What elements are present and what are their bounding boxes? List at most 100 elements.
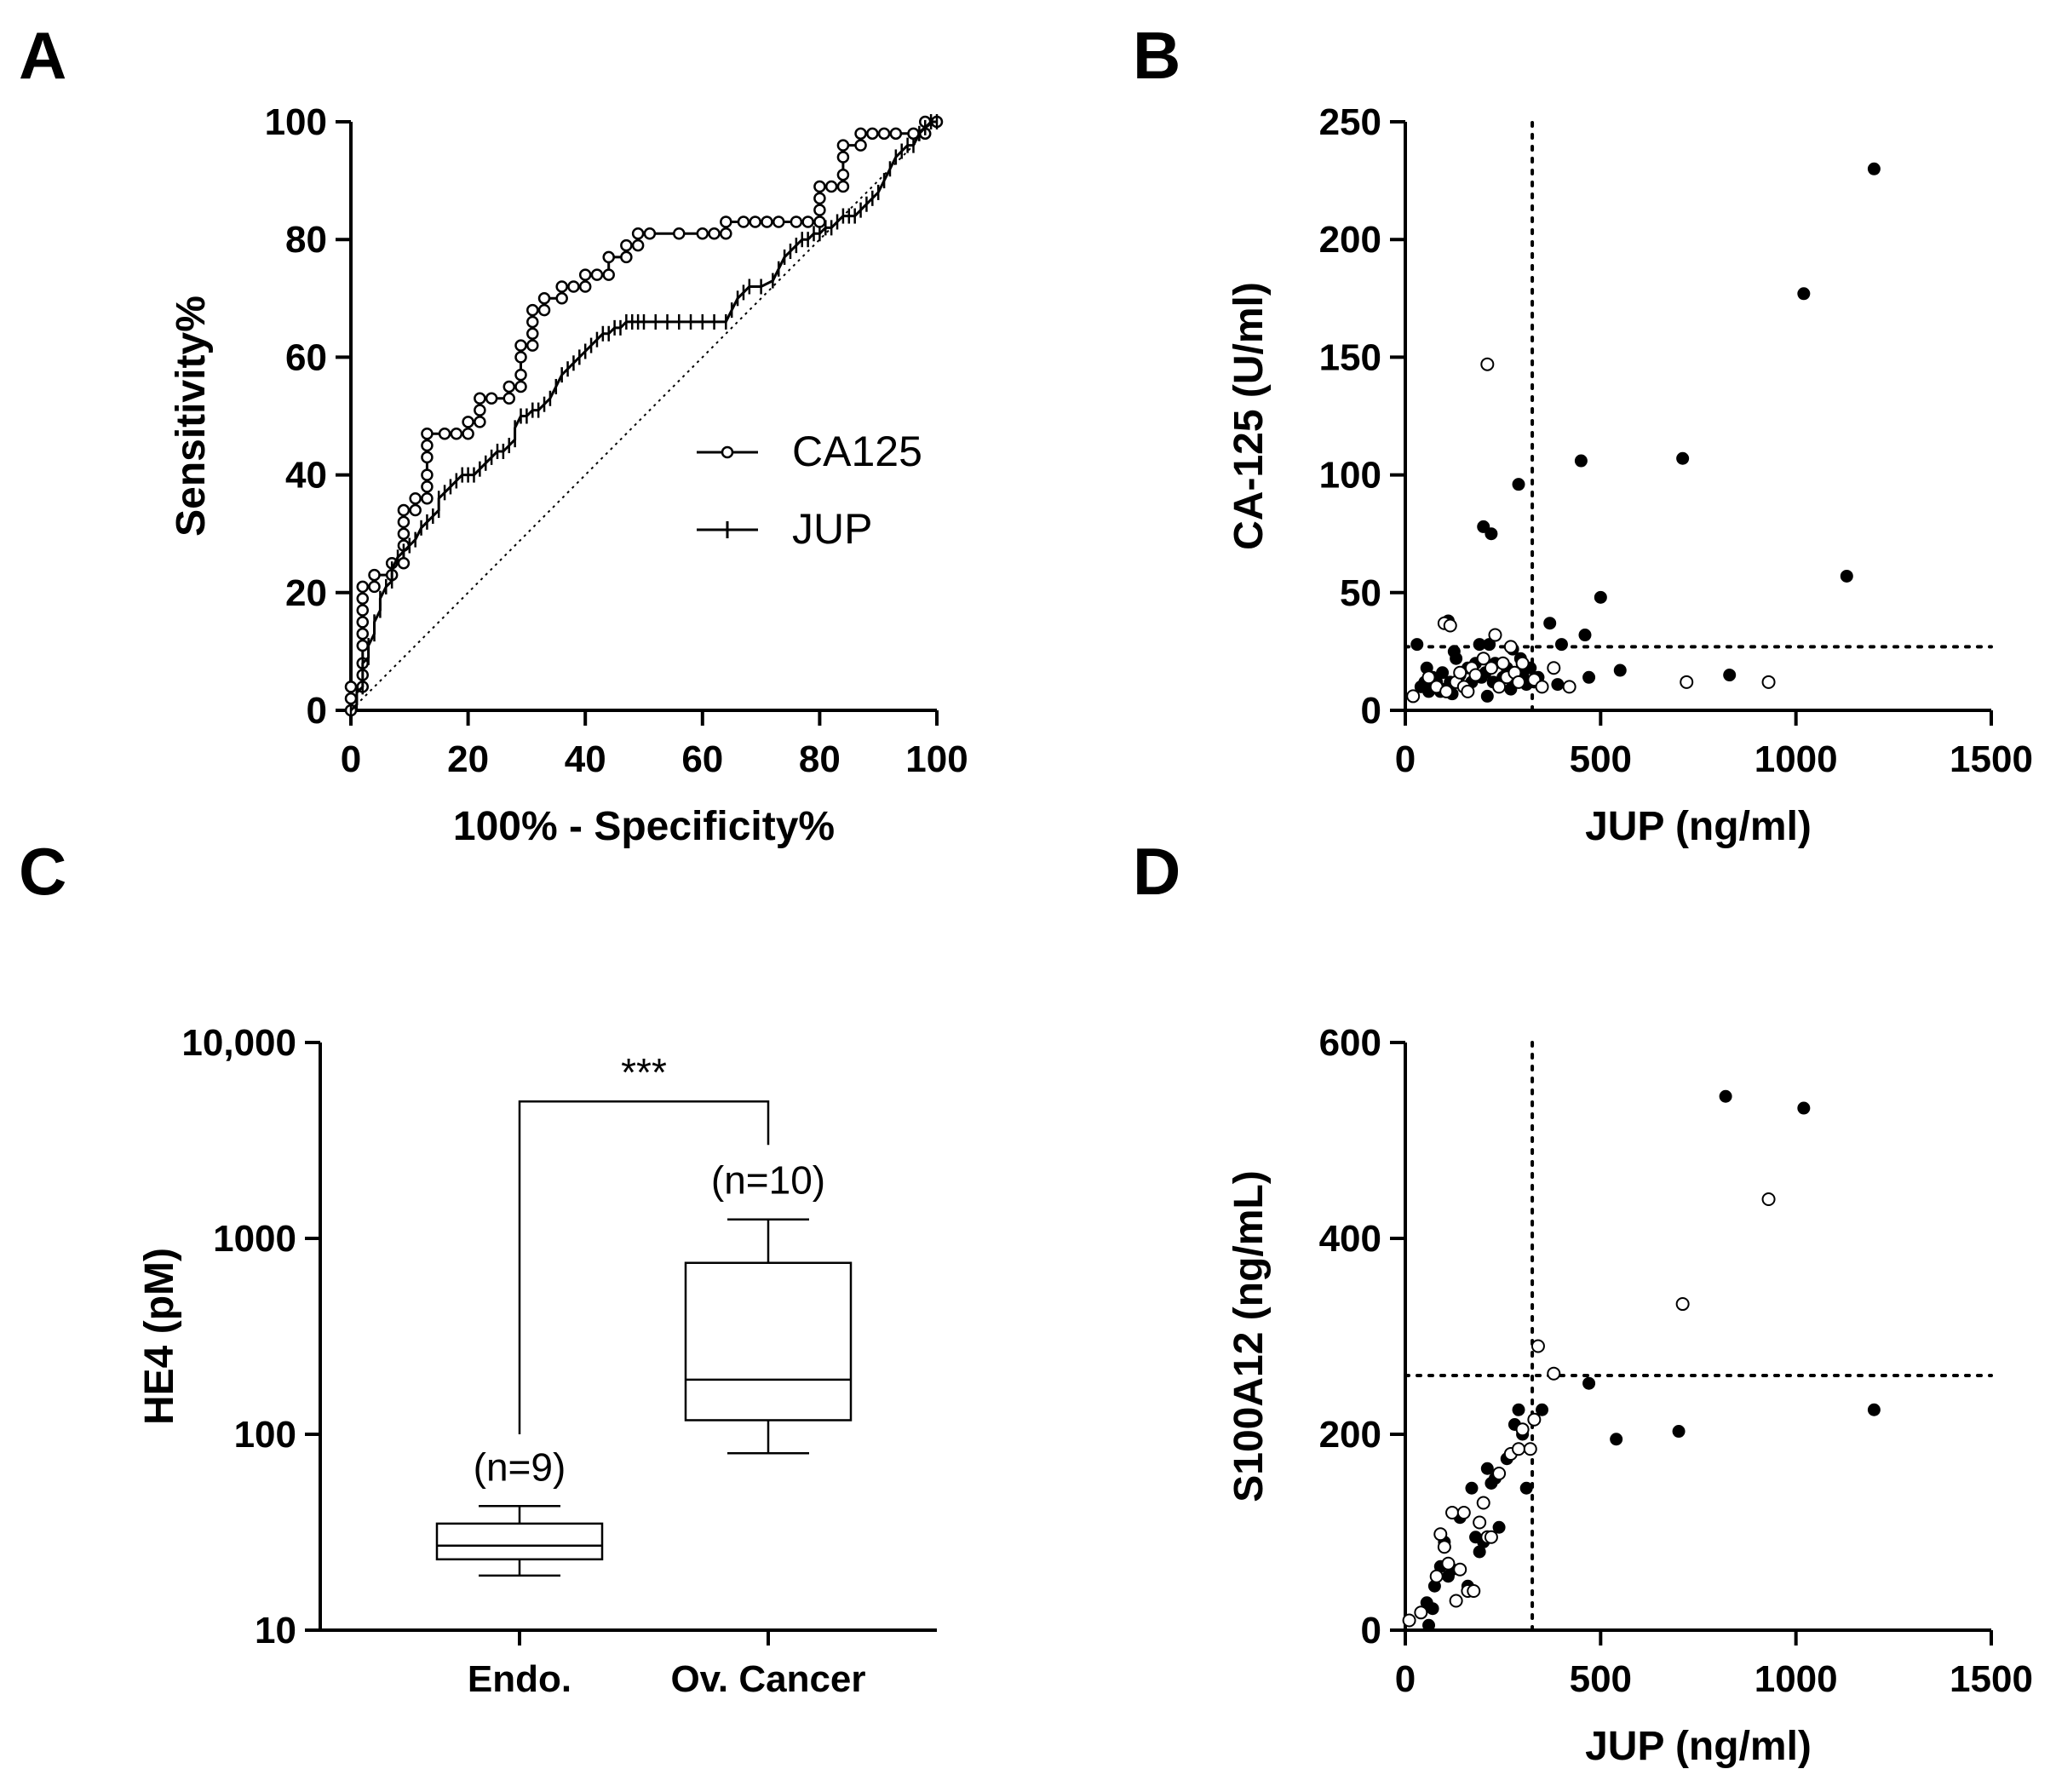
legend-label-ca125: CA125 bbox=[792, 428, 922, 475]
data-point-ca125 bbox=[537, 303, 551, 317]
data-point-open bbox=[1515, 1422, 1530, 1437]
data-point-ca125 bbox=[485, 392, 498, 405]
data-point-filled bbox=[1512, 478, 1525, 491]
data-point-ca125 bbox=[514, 339, 527, 352]
y-tick-label: 0 bbox=[1361, 1610, 1381, 1651]
data-point-filled bbox=[1480, 1462, 1494, 1475]
y-tick-label: 10 bbox=[255, 1610, 296, 1651]
data-point-open bbox=[1515, 656, 1530, 670]
data-point-ca125 bbox=[368, 580, 381, 594]
data-point-filled bbox=[1422, 1618, 1436, 1632]
data-point-filled bbox=[1480, 689, 1494, 703]
y-tick-label: 10,000 bbox=[181, 1022, 296, 1064]
data-point-ca125 bbox=[368, 568, 381, 582]
data-point-open bbox=[1484, 1530, 1498, 1544]
data-point-filled bbox=[1676, 451, 1690, 465]
data-point-open bbox=[1535, 680, 1549, 694]
data-point-filled bbox=[1723, 669, 1737, 682]
data-point-open bbox=[1547, 661, 1561, 675]
data-point-filled bbox=[1492, 1520, 1506, 1534]
data-point-ca125 bbox=[720, 227, 732, 240]
data-point-open bbox=[1476, 1496, 1490, 1510]
x-tick-label: 1500 bbox=[1950, 1658, 2033, 1700]
data-point-open bbox=[1449, 1594, 1463, 1608]
data-point-open bbox=[1512, 1442, 1526, 1456]
y-tick-label: 50 bbox=[1340, 572, 1381, 614]
data-point-ca125 bbox=[526, 339, 539, 352]
data-point-ca125 bbox=[602, 268, 615, 281]
data-point-ca125 bbox=[356, 604, 370, 617]
data-point-open bbox=[1456, 1506, 1471, 1519]
data-point-ca125 bbox=[438, 427, 451, 440]
data-point-ca125 bbox=[526, 315, 539, 329]
data-point-ca125 bbox=[813, 180, 826, 193]
data-point-ca125 bbox=[421, 491, 434, 505]
data-point-ca125 bbox=[696, 227, 709, 240]
data-point-filled bbox=[1582, 1376, 1596, 1390]
data-point-open bbox=[1512, 675, 1526, 689]
data-point-open bbox=[1437, 1540, 1451, 1554]
data-point-ca125 bbox=[813, 192, 826, 205]
iqr-box bbox=[435, 1522, 604, 1561]
data-point-ca125 bbox=[462, 416, 474, 428]
data-point-ca125 bbox=[397, 557, 411, 570]
data-point-ca125 bbox=[397, 515, 411, 529]
data-point-open bbox=[1496, 656, 1510, 670]
significance-stars: *** bbox=[621, 1050, 667, 1094]
data-point-ca125 bbox=[421, 480, 434, 493]
y-axis-label: Sensitivity% bbox=[169, 296, 214, 537]
box-ov-cancer bbox=[684, 1218, 853, 1455]
data-point-open bbox=[1527, 1412, 1542, 1427]
x-tick-label: 500 bbox=[1570, 738, 1632, 780]
x-tick-label: 1000 bbox=[1754, 738, 1838, 780]
data-point-ca125 bbox=[503, 392, 516, 405]
legend-item-ca125: CA125 bbox=[697, 428, 922, 475]
reference-diagonal bbox=[350, 121, 938, 711]
legend-label-jup: JUP bbox=[792, 505, 872, 553]
data-point-ca125 bbox=[397, 503, 411, 517]
data-point-open bbox=[1503, 640, 1518, 654]
data-point-ca125 bbox=[514, 351, 527, 364]
data-point-open bbox=[1680, 675, 1694, 689]
data-point-ca125 bbox=[421, 439, 434, 452]
box-endo bbox=[435, 1505, 604, 1577]
x-tick-label: 40 bbox=[565, 738, 606, 780]
data-point-open bbox=[1467, 1584, 1481, 1598]
data-point-ca125 bbox=[474, 416, 486, 428]
data-point-filled bbox=[1840, 569, 1853, 583]
y-axis-label: HE4 (pM) bbox=[137, 1248, 182, 1425]
data-point-open bbox=[1439, 684, 1454, 698]
data-point-ca125 bbox=[514, 368, 527, 382]
data-point-open bbox=[1761, 675, 1776, 689]
data-point-ca125 bbox=[344, 692, 358, 705]
x-tick-label: 1000 bbox=[1754, 1658, 1838, 1700]
data-point-filled bbox=[1797, 1101, 1811, 1115]
data-point-ca125 bbox=[673, 227, 686, 240]
data-point-ca125 bbox=[537, 292, 551, 305]
data-point-open bbox=[1761, 1192, 1776, 1206]
data-point-open bbox=[1523, 1442, 1537, 1456]
y-tick-label: 250 bbox=[1319, 101, 1381, 143]
data-point-open bbox=[1473, 1515, 1487, 1530]
x-tick-label: 500 bbox=[1570, 1658, 1632, 1700]
panel-letter-c: C bbox=[19, 834, 66, 909]
y-tick-label: 100 bbox=[1319, 455, 1381, 497]
data-point-ca125 bbox=[555, 292, 568, 305]
data-point-open bbox=[1531, 1339, 1545, 1353]
data-point-ca125 bbox=[356, 592, 370, 605]
data-point-filled bbox=[1551, 678, 1565, 692]
n-label: (n=10) bbox=[711, 1158, 825, 1203]
y-tick-label: 600 bbox=[1319, 1022, 1381, 1064]
data-point-ca125 bbox=[889, 127, 903, 141]
data-point-ca125 bbox=[602, 250, 615, 264]
data-point-filled bbox=[1867, 162, 1881, 175]
legend-a: CA125 JUP bbox=[697, 428, 922, 553]
data-point-filled bbox=[1436, 666, 1450, 680]
data-point-filled bbox=[1797, 287, 1811, 301]
data-point-filled bbox=[1410, 638, 1424, 652]
data-point-filled bbox=[1578, 629, 1592, 642]
panel-b-scatter-ca125: 0 50 100 150 200 250 0 500 1000 1500 JUP (ng/ml) CA… bbox=[1226, 101, 2033, 849]
data-point-filled bbox=[1582, 670, 1596, 684]
data-point-open bbox=[1443, 618, 1457, 633]
